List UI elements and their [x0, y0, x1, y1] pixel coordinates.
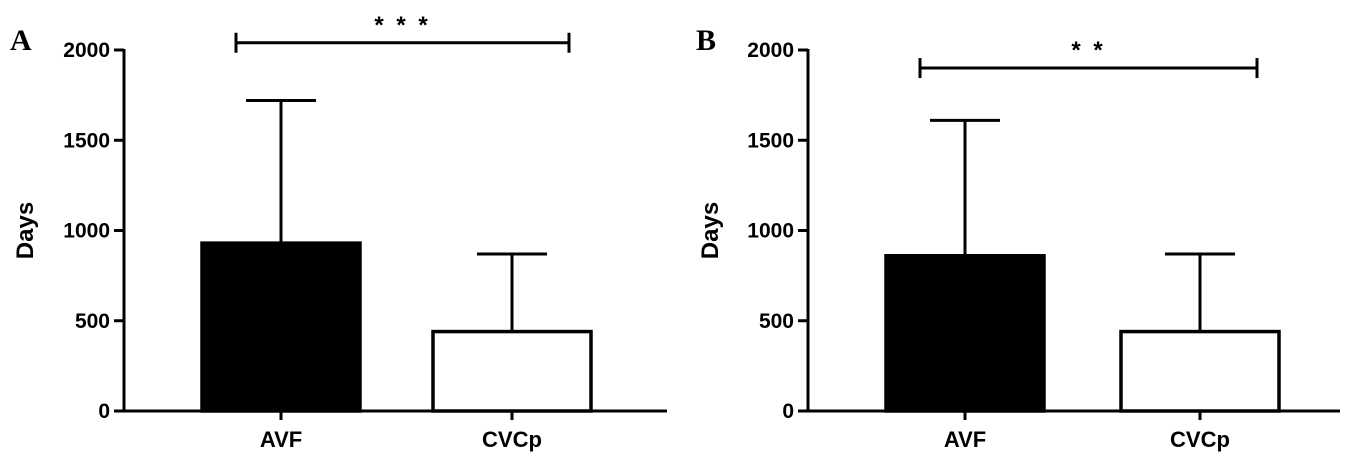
panel-letter: B [696, 24, 716, 57]
significance-label: * * * [374, 12, 430, 39]
bar-avf [200, 241, 362, 413]
y-tick-label: 1500 [747, 129, 794, 152]
bar-cvcp [1119, 329, 1281, 413]
y-tick-label: 1500 [63, 129, 110, 152]
y-tick-label: 2000 [747, 39, 794, 62]
y-tick-label: 1000 [747, 220, 794, 243]
chart-panel-a: A Days 0 500 1000 1500 2000 AVF CVCp * * * [10, 12, 667, 452]
chart-panel-b: B Days 0 500 1000 1500 2000 AVF CVCp * * [696, 24, 1340, 452]
x-tick-label: AVF [944, 427, 986, 452]
panel-letter: A [10, 24, 32, 57]
bar-cvcp [431, 329, 593, 413]
y-tick-label: 1000 [63, 220, 110, 243]
x-tick-label: AVF [260, 427, 302, 452]
x-tick-label: CVCp [1170, 427, 1230, 452]
y-tick-label: 500 [759, 310, 794, 333]
y-axis-title: Days [697, 202, 724, 259]
bar-avf [884, 254, 1046, 413]
y-tick-label: 0 [782, 400, 794, 423]
y-tick-label: 0 [98, 400, 110, 423]
significance-label: * * [1071, 37, 1105, 64]
y-tick-label: 500 [75, 310, 110, 333]
x-tick-label: CVCp [482, 427, 542, 452]
y-axis-title: Days [12, 202, 39, 259]
y-tick-label: 2000 [63, 39, 110, 62]
